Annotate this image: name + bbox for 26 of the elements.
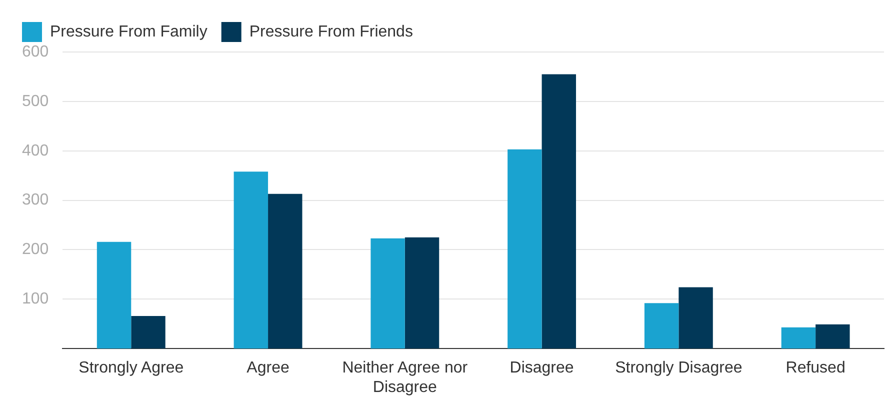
x-tick-label: Agree	[246, 360, 290, 377]
x-tick-label: Neither Agree nor Disagree	[342, 360, 468, 396]
y-tick-label: 600	[22, 43, 49, 60]
bar	[542, 74, 576, 349]
bar	[404, 237, 440, 349]
legend-label: Pressure From Friends	[249, 23, 413, 40]
bar	[508, 149, 542, 349]
x-tick-label: Disagree	[510, 360, 574, 377]
x-tick-label: Strongly Disagree	[615, 360, 742, 377]
bar	[816, 324, 850, 349]
bar	[644, 303, 679, 349]
bar	[678, 287, 713, 349]
bar	[234, 172, 268, 349]
bar	[268, 194, 302, 349]
y-tick-label: 300	[22, 192, 49, 209]
bar	[370, 238, 405, 349]
y-tick-label: 200	[22, 241, 49, 258]
bar	[131, 316, 166, 349]
bar	[96, 242, 132, 349]
x-tick-label: Refused	[786, 360, 846, 377]
x-tick-label: Strongly Agree	[78, 360, 184, 377]
legend-label: Pressure From Family	[50, 23, 208, 40]
bar	[781, 327, 816, 349]
y-tick-label: 100	[22, 290, 49, 308]
y-tick-label: 500	[22, 92, 49, 110]
y-tick-label: 400	[22, 142, 49, 160]
